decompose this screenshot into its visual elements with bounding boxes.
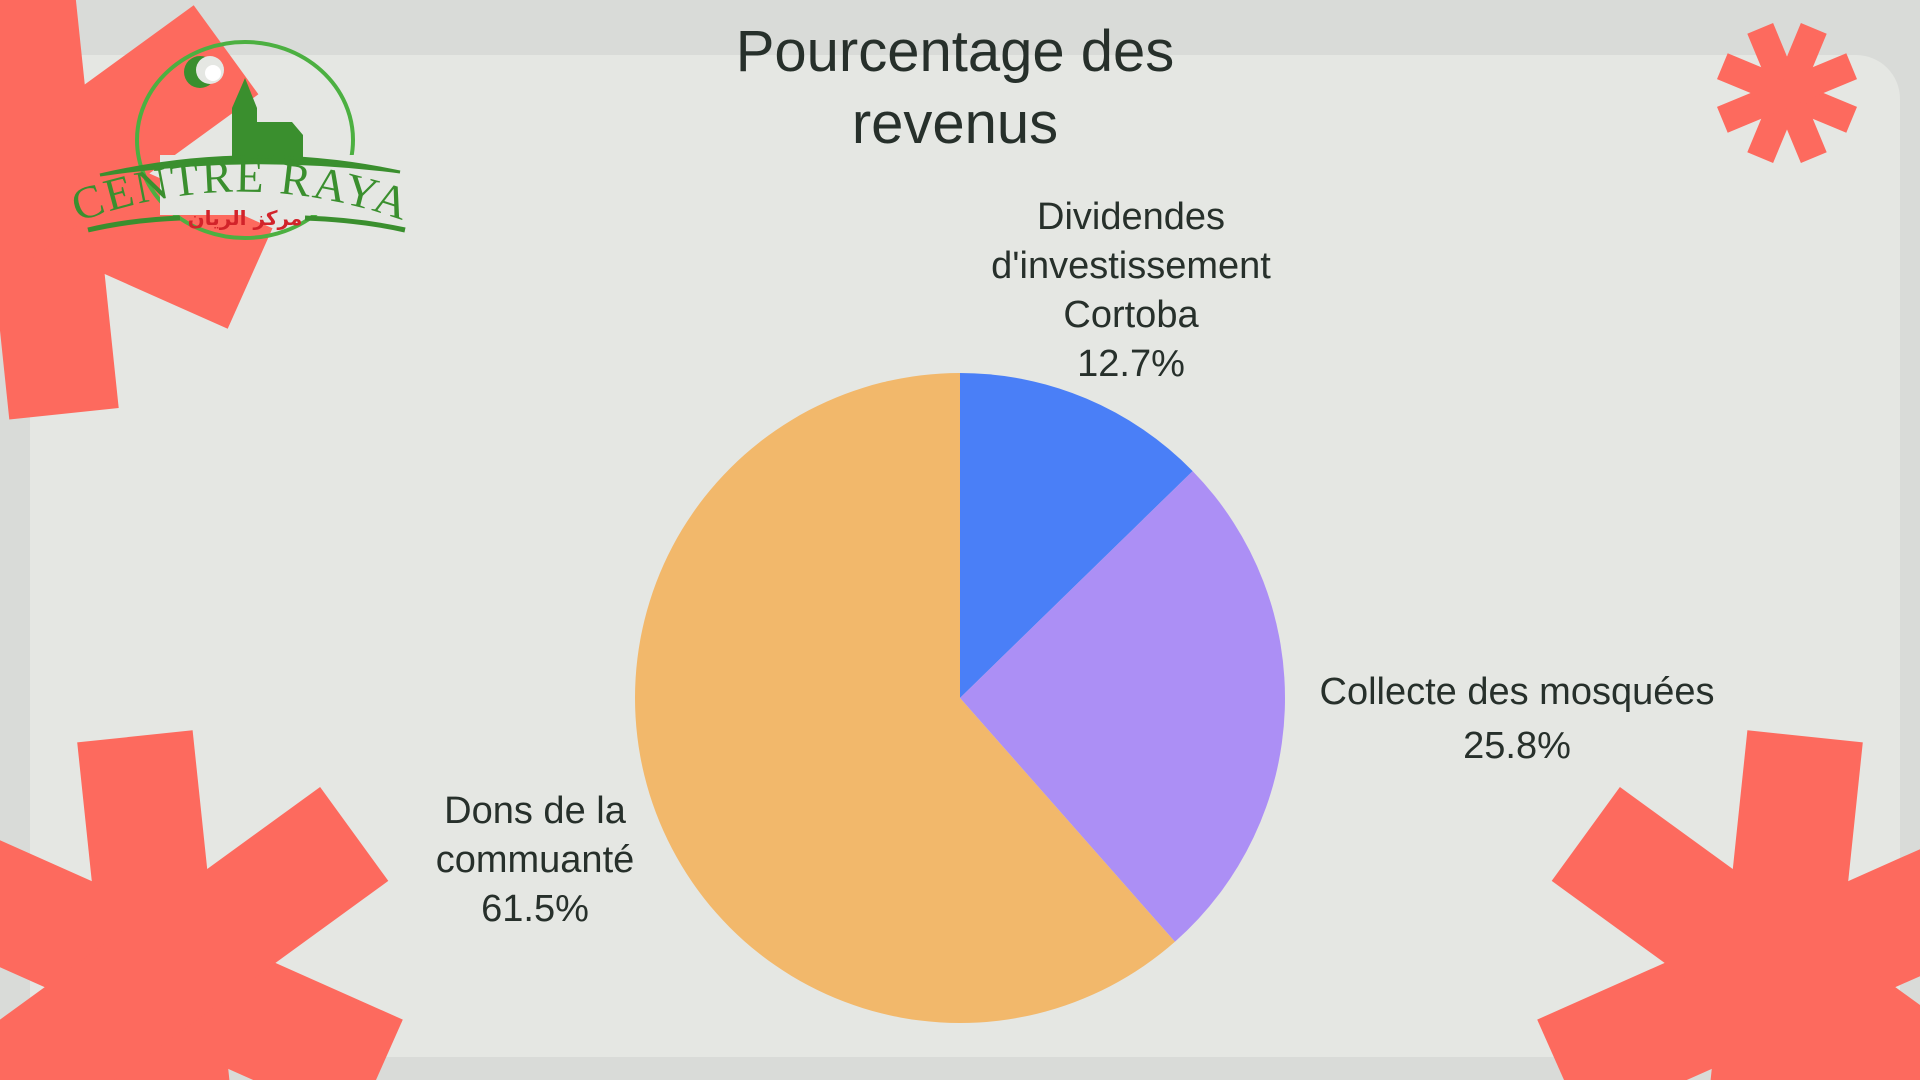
slice-label-dividendes: Dividendes d'investissement Cortoba 12.7…	[991, 193, 1271, 389]
chart-title-line: Pourcentage des	[735, 19, 1175, 84]
label-line: commuanté	[435, 839, 635, 881]
asterisk-decoration-bottom-left	[0, 730, 403, 1080]
pie-slice-1	[960, 471, 1285, 942]
asterisk-arm	[1710, 730, 1863, 1080]
asterisk-decoration-bottom-right	[1537, 730, 1920, 1080]
chart-title-line: revenus	[851, 91, 1059, 156]
svg-text:مركز الريان: مركز الريان	[188, 206, 303, 230]
asterisk-decoration-top-right	[1717, 23, 1857, 163]
slice-label-collecte: Collecte des mosquées 25.8%	[1320, 668, 1715, 771]
asterisk-arm	[0, 787, 389, 1080]
slice-label-dons: Dons de la commuanté 61.5%	[436, 787, 635, 934]
value-label: 12.7%	[1077, 343, 1185, 385]
pie-slice-2	[634, 372, 1175, 1023]
label-line: Collecte des mosquées	[1319, 671, 1715, 713]
chart-title: Pourcentage des revenus	[655, 16, 1255, 160]
label-line: d'investissement	[991, 245, 1271, 287]
value-label: 25.8%	[1463, 725, 1571, 767]
label-line: Cortoba	[1063, 294, 1199, 336]
value-label: 61.5%	[481, 888, 589, 930]
label-line: Dons de la	[444, 790, 626, 832]
asterisk-arm	[1717, 53, 1857, 133]
pie-slice-0	[960, 373, 1193, 698]
label-line: Dividendes	[1037, 196, 1225, 238]
